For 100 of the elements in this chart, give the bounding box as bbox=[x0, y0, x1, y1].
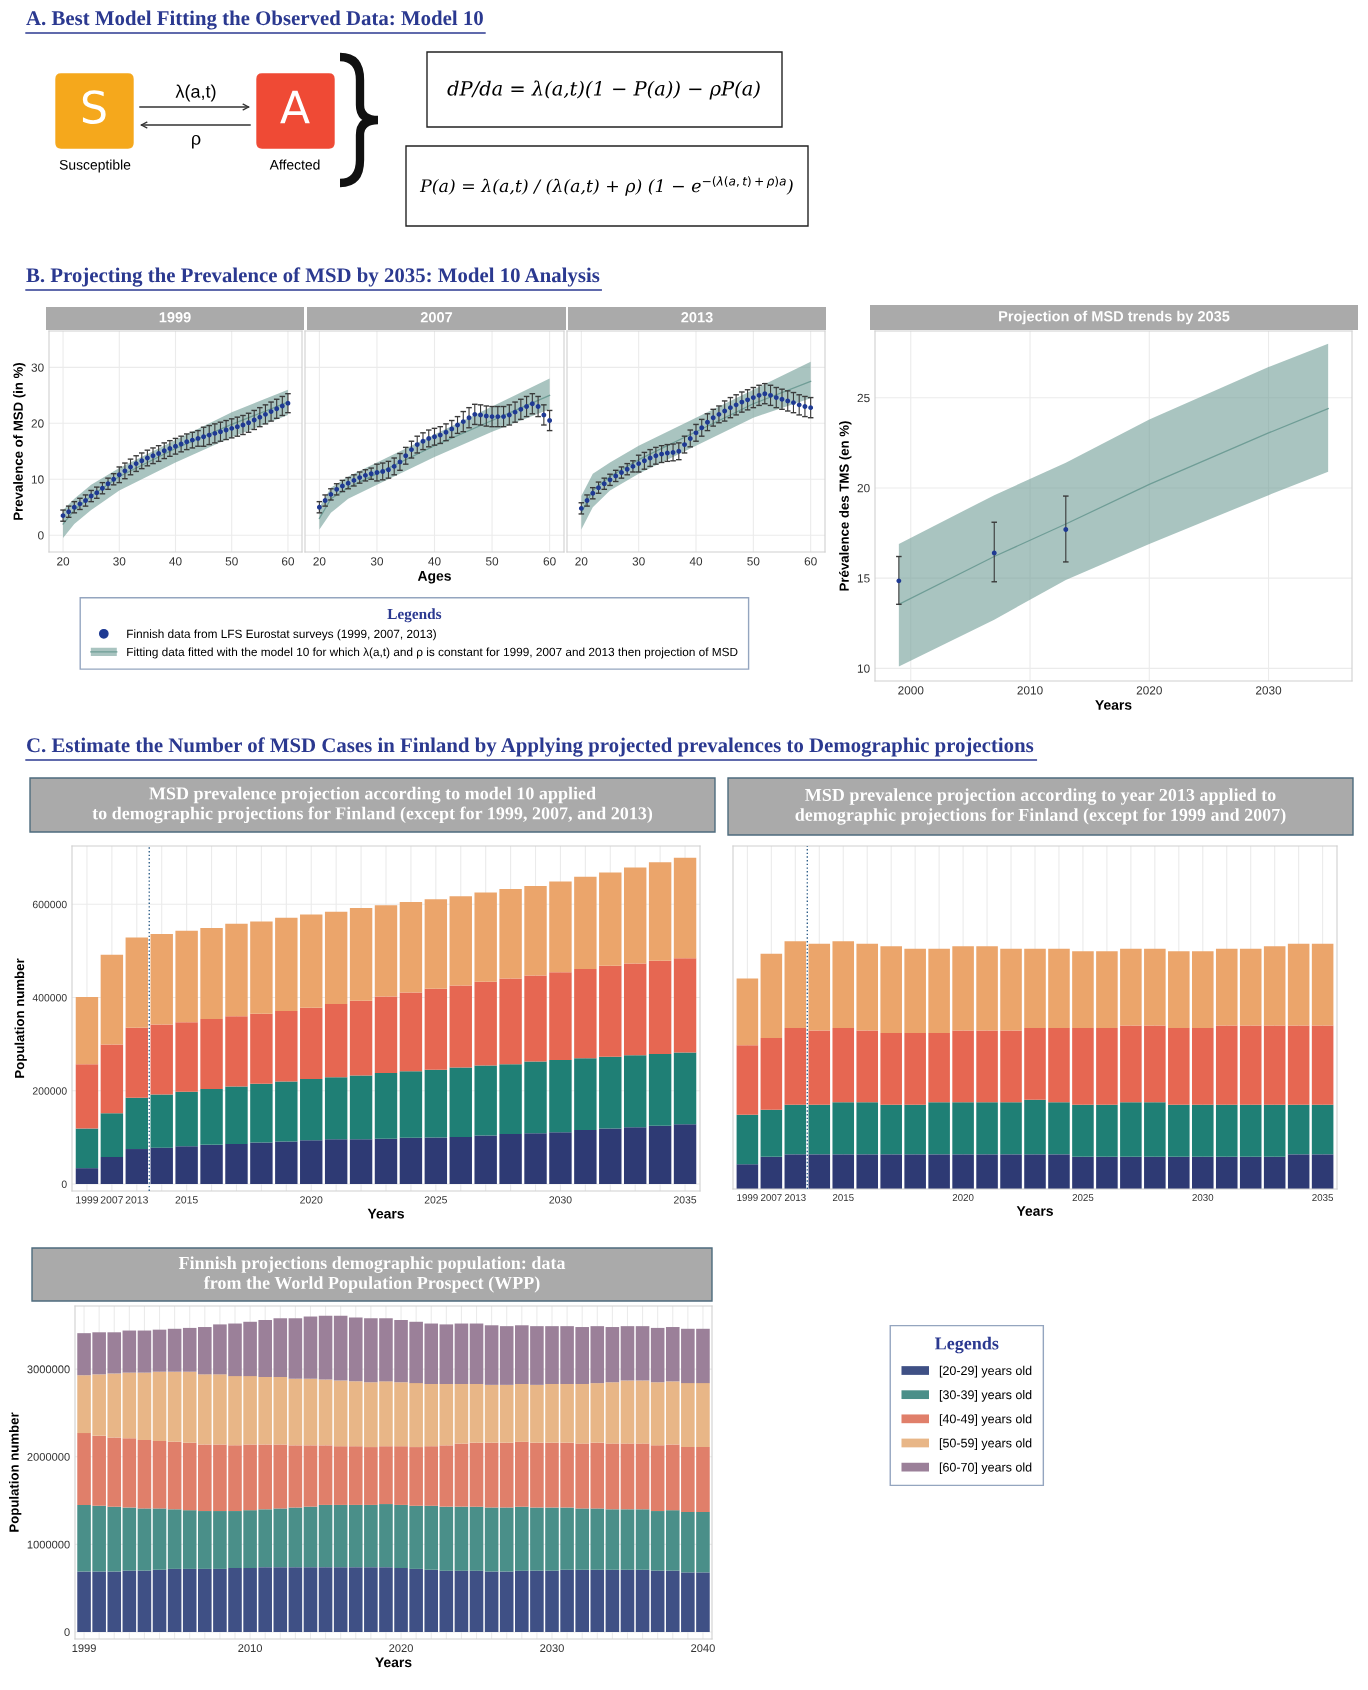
bar bbox=[324, 911, 348, 1005]
y-tick-label: 20 bbox=[857, 483, 870, 493]
bar bbox=[736, 978, 759, 1046]
bar bbox=[574, 876, 597, 970]
bar bbox=[333, 1380, 348, 1447]
bar bbox=[1311, 1025, 1334, 1105]
text: Susceptible bbox=[59, 159, 131, 173]
bar bbox=[623, 867, 647, 964]
bar bbox=[399, 1137, 423, 1185]
bar bbox=[784, 941, 807, 1029]
bar bbox=[137, 1508, 152, 1571]
bar bbox=[424, 899, 448, 989]
point bbox=[466, 415, 472, 421]
point bbox=[316, 504, 322, 510]
x-tick-label: 2013 bbox=[125, 1196, 148, 1204]
bar bbox=[784, 1104, 807, 1155]
bar bbox=[300, 1079, 323, 1141]
bar bbox=[856, 1154, 879, 1189]
bar bbox=[318, 1315, 333, 1380]
x-tick-label: 40 bbox=[689, 557, 703, 566]
point bbox=[139, 458, 145, 464]
bar bbox=[1215, 948, 1238, 1026]
bar bbox=[374, 996, 398, 1074]
bar bbox=[349, 1075, 373, 1140]
bar bbox=[648, 960, 672, 1054]
point bbox=[710, 415, 716, 421]
point bbox=[133, 461, 139, 467]
point bbox=[768, 392, 773, 398]
x-tick-label: 30 bbox=[113, 557, 126, 566]
bar bbox=[399, 992, 423, 1072]
point bbox=[88, 493, 94, 499]
bar bbox=[650, 1327, 665, 1383]
point bbox=[322, 498, 328, 503]
chart-title: MSD prevalence projection according to year 2013 applied to demographic projections for Finland (except for 1999 and 2007) bbox=[795, 788, 1286, 825]
x-tick-label: 50 bbox=[225, 557, 238, 566]
x-axis-title: Years bbox=[375, 1657, 412, 1668]
bar bbox=[599, 1128, 622, 1185]
bar bbox=[137, 1330, 152, 1373]
bar bbox=[1191, 951, 1214, 1029]
chart-title: Finnish projections demographic population: data from the World Population Prospect (WPP) bbox=[178, 1256, 566, 1293]
bar bbox=[439, 1570, 454, 1632]
chart-title: MSD prevalence projection according to model 10 applied to demographic projections for Finland (except for 1999, 2007, and 2013) bbox=[92, 786, 653, 824]
bar bbox=[303, 1316, 318, 1379]
bar bbox=[952, 1154, 974, 1189]
point bbox=[403, 453, 409, 459]
point bbox=[647, 455, 653, 461]
bar bbox=[1263, 946, 1286, 1026]
bar bbox=[1144, 1025, 1166, 1103]
bar bbox=[1239, 1025, 1262, 1105]
point bbox=[71, 504, 77, 510]
point bbox=[60, 513, 66, 519]
bar bbox=[449, 896, 472, 986]
bar bbox=[250, 1013, 273, 1084]
bar bbox=[880, 1104, 902, 1155]
bar bbox=[122, 1438, 137, 1508]
bar bbox=[1120, 948, 1142, 1026]
bar bbox=[324, 1139, 348, 1185]
point bbox=[263, 411, 268, 417]
point bbox=[426, 435, 432, 441]
point bbox=[420, 438, 426, 444]
bar bbox=[808, 1154, 831, 1189]
bar bbox=[200, 928, 223, 1019]
bar bbox=[1311, 943, 1334, 1026]
bar bbox=[549, 1132, 572, 1185]
point bbox=[391, 463, 397, 469]
bar bbox=[137, 1440, 152, 1509]
bar bbox=[952, 1102, 974, 1155]
point bbox=[150, 453, 156, 459]
bar bbox=[648, 862, 672, 961]
text: λ(a,t) bbox=[175, 84, 216, 102]
bar bbox=[524, 1133, 547, 1185]
point bbox=[409, 447, 414, 453]
bar bbox=[449, 1067, 472, 1137]
bar bbox=[856, 1102, 879, 1155]
bar bbox=[125, 937, 149, 1028]
y-axis-title: Prévalence des TMS (en %) bbox=[839, 421, 852, 591]
point bbox=[128, 464, 133, 470]
bar bbox=[167, 1509, 182, 1569]
bar bbox=[150, 1024, 173, 1095]
bar bbox=[484, 1442, 499, 1508]
x-tick-label: 2030 bbox=[540, 1644, 564, 1653]
point bbox=[460, 419, 466, 425]
bar bbox=[288, 1445, 303, 1508]
x-tick-label: 40 bbox=[169, 557, 182, 566]
bar bbox=[623, 963, 647, 1056]
x-tick-label: 2010 bbox=[238, 1644, 263, 1653]
bar bbox=[122, 1507, 137, 1571]
bar bbox=[474, 981, 497, 1066]
point bbox=[489, 414, 495, 420]
x-tick-label: 2030 bbox=[549, 1196, 572, 1204]
point bbox=[796, 402, 802, 408]
x-tick-label: 2015 bbox=[175, 1196, 198, 1204]
bar bbox=[976, 1102, 998, 1155]
bar bbox=[200, 1018, 223, 1089]
bar bbox=[736, 1045, 759, 1115]
point bbox=[374, 470, 380, 475]
bar bbox=[673, 958, 697, 1053]
bar bbox=[152, 1569, 167, 1632]
y-tick-label: 30 bbox=[31, 363, 44, 372]
bar bbox=[1048, 1102, 1070, 1155]
